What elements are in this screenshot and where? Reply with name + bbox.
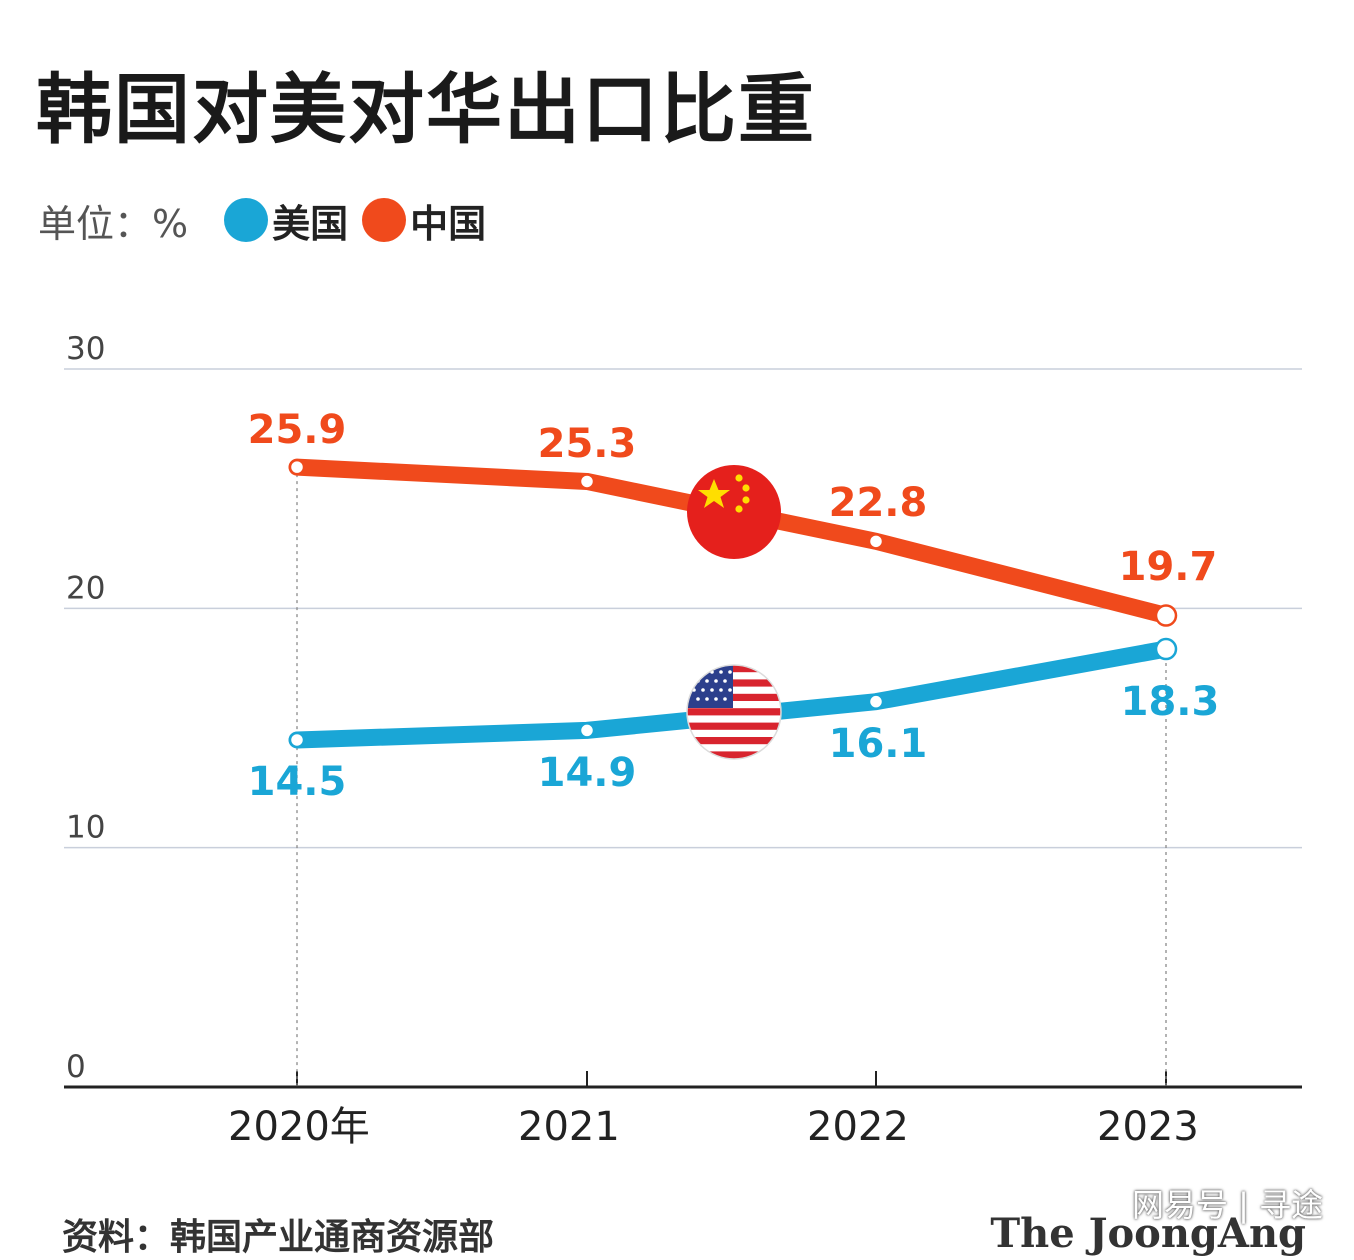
data-point-china-0 — [288, 458, 306, 476]
y-tick-label-0: 0 — [66, 1049, 86, 1085]
x-tick-label-2: 2022 — [807, 1104, 909, 1150]
data-labels: 25.9 25.3 22.8 19.7 14.5 14.9 16.1 18.3 — [248, 407, 1220, 805]
data-label-usa-1: 14.9 — [538, 750, 637, 796]
data-point-china-1 — [578, 473, 596, 490]
flags — [686, 465, 782, 760]
data-point-china-2 — [867, 533, 885, 550]
y-tick-label-10: 10 — [66, 810, 105, 846]
usa-flag-border — [686, 664, 782, 760]
y-axis-ticks: 0 10 20 30 — [66, 331, 105, 1085]
data-label-usa-3: 18.3 — [1121, 679, 1220, 725]
data-point-usa-1 — [578, 722, 596, 739]
data-label-usa-0: 14.5 — [248, 759, 347, 805]
x-axis: 2020年 2021 2022 2023 — [64, 1071, 1302, 1150]
legend-label-usa: 美国 — [272, 201, 349, 246]
data-label-china-0: 25.9 — [248, 407, 347, 453]
x-tick-label-0: 2020年 — [228, 1104, 370, 1150]
data-label-china-2: 22.8 — [829, 480, 928, 526]
legend-swatch-usa — [224, 198, 269, 242]
legend-swatch-china — [362, 198, 407, 242]
x-tick-label-1: 2021 — [518, 1104, 620, 1150]
watermark: 网易号 | 寻途 — [1132, 1186, 1324, 1224]
data-point-usa-2 — [867, 693, 885, 710]
data-point-usa-0 — [288, 731, 306, 749]
usa-flag-icon — [687, 665, 781, 759]
legend-label-china: 中国 — [410, 201, 487, 246]
y-tick-label-20: 20 — [66, 570, 105, 606]
data-point-china-3 — [1154, 604, 1178, 627]
data-label-china-1: 25.3 — [538, 421, 637, 467]
y-tick-label-30: 30 — [66, 331, 105, 367]
legend: 单位：% 美国 中国 — [38, 192, 500, 248]
data-label-china-3: 19.7 — [1119, 544, 1218, 590]
chart-title: 韩国对美对华出口比重 — [36, 65, 816, 154]
china-flag-icon — [687, 465, 781, 559]
legend-item-usa: 美国 — [224, 193, 348, 248]
data-points — [288, 458, 1178, 749]
guide-lines — [296, 467, 1167, 1087]
grid-lines — [64, 368, 1302, 849]
data-label-usa-2: 16.1 — [829, 721, 928, 767]
data-point-usa-3 — [1154, 637, 1178, 661]
legend-item-china: 中国 — [362, 193, 486, 248]
unit-label: 单位：% — [38, 201, 189, 246]
source-note: 资料：韩国产业通商资源部 — [62, 1217, 495, 1258]
x-tick-label-3: 2023 — [1097, 1104, 1199, 1150]
